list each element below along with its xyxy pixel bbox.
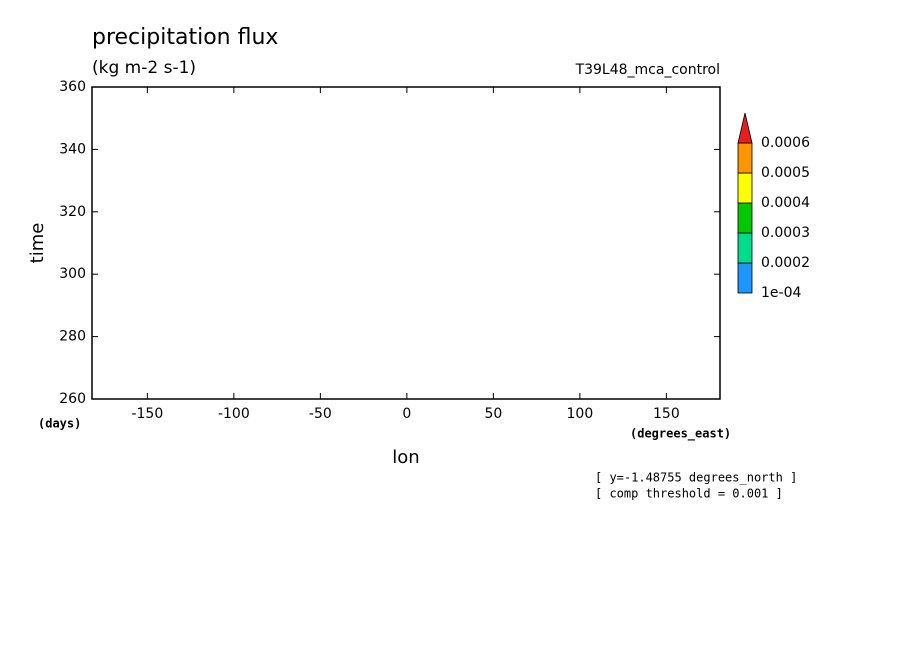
colorbar-label: 0.0005 — [761, 165, 810, 181]
chart-subtitle: (kg m-2 s-1) — [92, 58, 196, 78]
y-axis-label: time — [27, 223, 48, 264]
x-axis-label: lon — [392, 447, 419, 468]
y-tick-label: 280 — [59, 329, 86, 345]
y-tick-label: 340 — [59, 141, 86, 157]
chart-title: precipitation flux — [92, 25, 278, 50]
colorbar-box — [737, 142, 753, 174]
note: [ y=-1.48755 degrees_north ] — [595, 471, 797, 485]
y-tick-label: 320 — [59, 204, 86, 220]
experiment-label: T39L48_mca_control — [575, 62, 720, 78]
colorbar-box — [737, 232, 753, 264]
y-tick-label: 300 — [59, 266, 86, 282]
x-tick-label: 0 — [402, 406, 411, 422]
colorbar-box — [737, 172, 753, 204]
y-tick-label: 360 — [59, 79, 86, 95]
colorbar-label: 0.0006 — [761, 135, 810, 151]
colorbar-box — [737, 262, 753, 294]
plot-frame — [91, 86, 721, 400]
x-tick-label: -150 — [131, 406, 163, 422]
y-tick-label: 260 — [59, 391, 86, 407]
x-tick-label: 100 — [567, 406, 594, 422]
x-tick-label: 150 — [653, 406, 680, 422]
x-tick-label: -100 — [218, 406, 250, 422]
note: [ comp threshold = 0.001 ] — [595, 487, 783, 501]
x-tick-label: -50 — [309, 406, 332, 422]
y-units: (days) — [38, 417, 81, 431]
x-units: (degrees_east) — [630, 427, 731, 442]
colorbar-label: 0.0002 — [761, 255, 810, 271]
colorbar-label: 1e-04 — [761, 285, 801, 301]
colorbar-extend — [737, 112, 753, 144]
colorbar-label: 0.0004 — [761, 195, 810, 211]
colorbar-box — [737, 202, 753, 234]
colorbar-label: 0.0003 — [761, 225, 810, 241]
x-tick-label: 50 — [484, 406, 502, 422]
